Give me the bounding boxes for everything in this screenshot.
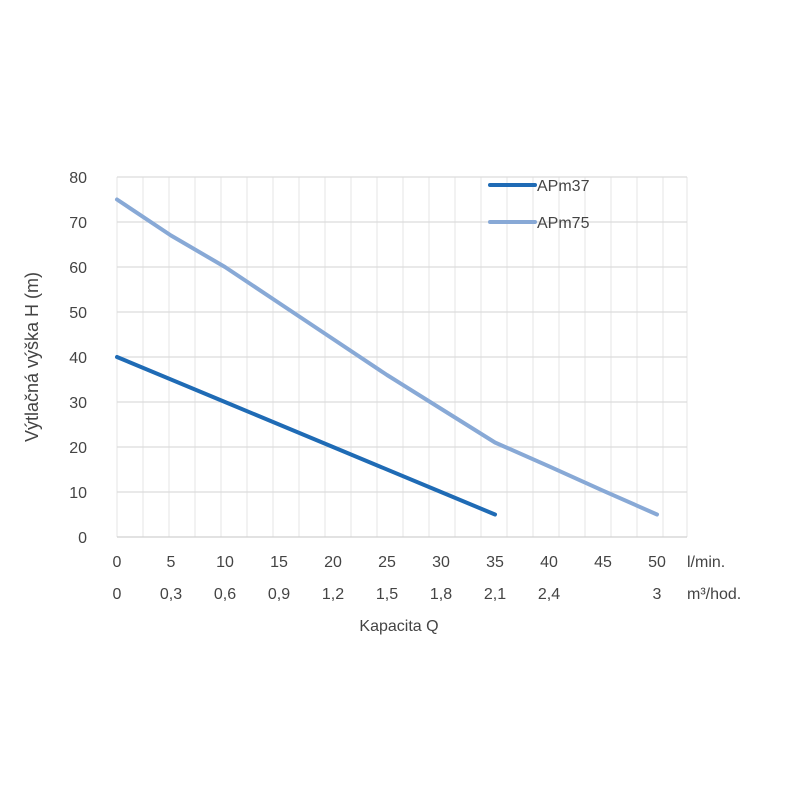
x-axis: 0 5 10 15 20 25 30 35 40 45 50 0 0,3 0,6 0,9 1,2 1,5 1,8 2… — [113, 554, 666, 603]
x2-tick-label: 1,2 — [322, 586, 344, 603]
x-tick-label: 25 — [378, 554, 396, 571]
legend: APm37 APm75 — [488, 178, 590, 232]
y-tick-label: 80 — [69, 170, 87, 187]
y-tick-label: 30 — [69, 395, 87, 412]
series-line-apm75 — [115, 197, 659, 517]
x-tick-label: 35 — [486, 554, 504, 571]
x-tick-label: 45 — [594, 554, 612, 571]
y-axis: 0 10 20 30 40 50 60 70 80 — [69, 170, 87, 547]
x-tick-label: 50 — [648, 554, 666, 571]
y-tick-label: 0 — [78, 530, 87, 547]
x2-unit-label: m³/hod. — [687, 586, 741, 603]
legend-label: APm37 — [537, 178, 590, 195]
series-line-apm37 — [115, 355, 497, 517]
y-tick-label: 10 — [69, 485, 87, 502]
x-axis-label: Kapacita Q — [359, 618, 438, 635]
x2-tick-label: 2,1 — [484, 586, 506, 603]
x-tick-label: 10 — [216, 554, 234, 571]
y-tick-label: 40 — [69, 350, 87, 367]
legend-label: APm75 — [537, 215, 590, 232]
series-lines — [115, 197, 659, 517]
x-tick-label: 40 — [540, 554, 558, 571]
x2-tick-label: 0 — [113, 586, 122, 603]
y-tick-label: 20 — [69, 440, 87, 457]
x-tick-label: 0 — [113, 554, 122, 571]
x2-tick-label: 0,6 — [214, 586, 236, 603]
grid — [116, 176, 688, 538]
y-tick-label: 70 — [69, 215, 87, 232]
y-tick-label: 60 — [69, 260, 87, 277]
x2-tick-label: 0,9 — [268, 586, 290, 603]
x-tick-label: 5 — [167, 554, 176, 571]
x2-tick-label: 3 — [653, 586, 662, 603]
x-tick-label: 30 — [432, 554, 450, 571]
x-tick-label: 20 — [324, 554, 342, 571]
y-axis-label: Výtlačná výška H (m) — [22, 272, 42, 442]
x2-tick-label: 1,8 — [430, 586, 452, 603]
y-tick-label: 50 — [69, 305, 87, 322]
x2-tick-label: 2,4 — [538, 586, 560, 603]
x-tick-label: 15 — [270, 554, 288, 571]
x-unit-label: l/min. — [687, 554, 725, 571]
x2-tick-label: 1,5 — [376, 586, 398, 603]
x2-tick-label: 0,3 — [160, 586, 182, 603]
